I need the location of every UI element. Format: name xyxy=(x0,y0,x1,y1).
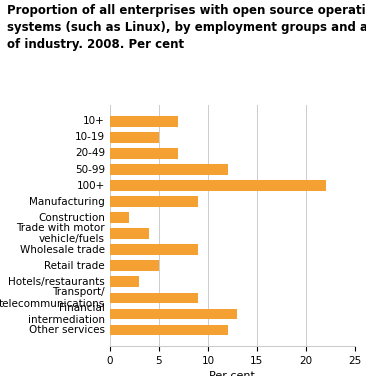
Bar xyxy=(110,116,179,127)
Bar xyxy=(110,180,326,191)
Bar xyxy=(110,212,130,223)
Bar xyxy=(110,276,139,287)
Bar xyxy=(110,261,159,271)
X-axis label: Per cent: Per cent xyxy=(209,371,255,376)
Bar xyxy=(110,324,228,335)
Bar xyxy=(110,164,228,175)
Bar xyxy=(110,293,198,303)
Bar xyxy=(110,244,198,255)
Bar xyxy=(110,228,149,239)
Bar xyxy=(110,196,198,207)
Bar xyxy=(110,148,179,159)
Bar xyxy=(110,309,237,319)
Text: Proportion of all enterprises with open source operating
systems (such as Linux): Proportion of all enterprises with open … xyxy=(7,4,366,51)
Bar xyxy=(110,132,159,143)
